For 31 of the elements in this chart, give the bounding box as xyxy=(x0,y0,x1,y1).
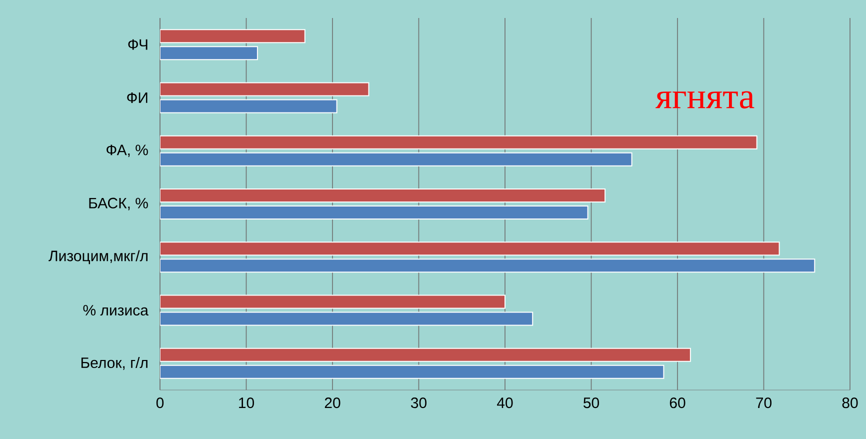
x-tick-label: 60 xyxy=(670,398,686,408)
bar xyxy=(160,82,370,96)
bar xyxy=(160,242,780,256)
x-tick-label: 80 xyxy=(842,398,858,408)
y-tick-label: Лизоцим,мкг/л xyxy=(48,250,148,264)
y-tick-label: % лизиса xyxy=(83,305,148,316)
x-tick-label: 70 xyxy=(756,398,772,408)
annotation: ягнята xyxy=(656,91,754,108)
bar xyxy=(160,152,632,166)
y-tick-label: Белок, г/л xyxy=(81,357,148,370)
bar xyxy=(160,312,534,326)
bar xyxy=(160,206,588,220)
bar xyxy=(160,364,664,379)
x-tick-label: 30 xyxy=(410,398,426,408)
bar xyxy=(160,348,691,362)
x-tick-label: 20 xyxy=(324,398,340,408)
y-tick-label: БАСК, % xyxy=(89,198,148,210)
bar xyxy=(160,46,258,60)
x-tick-label: 0 xyxy=(156,398,164,408)
x-tick-label: 10 xyxy=(239,398,254,408)
y-tick-label: ФИ xyxy=(127,92,148,103)
bar xyxy=(160,29,306,44)
bar xyxy=(160,99,338,114)
bar xyxy=(160,294,506,309)
bar xyxy=(160,188,606,203)
bar xyxy=(160,135,758,150)
x-tick-label: 50 xyxy=(584,398,599,408)
bar xyxy=(160,258,816,273)
y-tick-label: ФА, % xyxy=(106,144,148,158)
y-tick-label: ФЧ xyxy=(128,39,148,50)
x-tick-label: 40 xyxy=(497,398,513,408)
